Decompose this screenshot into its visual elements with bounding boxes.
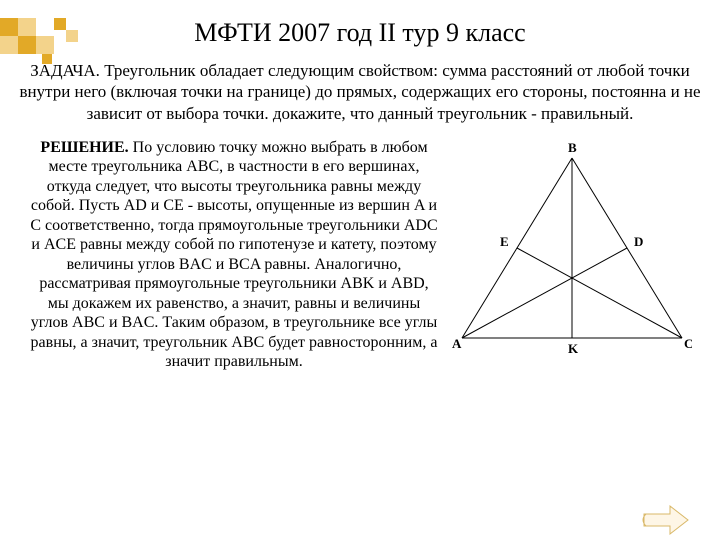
svg-text:K: K — [568, 341, 579, 356]
content-row: РЕШЕНИЕ. По условию точку можно выбрать … — [0, 138, 720, 372]
solution-text: По условию точку можно выбрать в любом м… — [30, 139, 437, 371]
svg-text:B: B — [568, 140, 577, 155]
corner-decoration — [0, 18, 120, 78]
next-arrow-button[interactable] — [640, 500, 692, 540]
solution-block: РЕШЕНИЕ. По условию точку можно выбрать … — [28, 138, 452, 372]
arrow-right-icon — [640, 500, 692, 540]
svg-text:D: D — [634, 234, 643, 249]
solution-label: РЕШЕНИЕ. — [40, 139, 128, 156]
svg-text:C: C — [684, 336, 692, 351]
triangle-figure: A B C D E K — [452, 138, 692, 368]
problem-text: Треугольник обладает следующим свойством… — [19, 61, 700, 123]
svg-text:A: A — [452, 336, 462, 351]
svg-text:E: E — [500, 234, 509, 249]
